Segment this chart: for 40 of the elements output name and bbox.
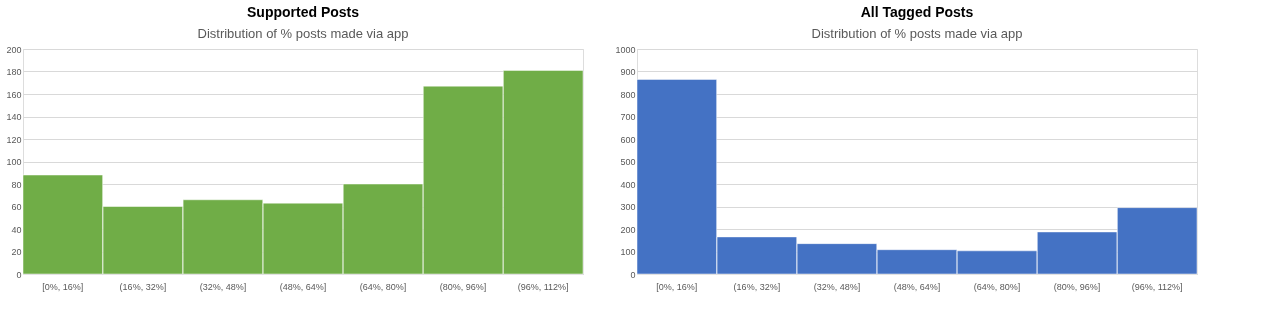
chart-subtitle: Distribution of % posts made via app <box>811 26 1023 41</box>
y-tick-label: 120 <box>6 134 22 145</box>
y-tick-label: 100 <box>620 247 636 257</box>
chart-title: Supported Posts <box>246 4 360 20</box>
x-tick-label: (96%, 112%] <box>517 281 569 292</box>
x-tick-label: (16%, 32%] <box>119 281 167 292</box>
y-tick-label: 700 <box>620 112 636 122</box>
chart-subtitle: Distribution of % posts made via app <box>197 26 409 41</box>
chart-title: All Tagged Posts <box>860 4 974 20</box>
x-tick-label: (64%, 80%] <box>973 281 1021 292</box>
y-tick-label: 20 <box>11 247 22 257</box>
y-tick-label: 500 <box>620 157 636 167</box>
y-tick-label: 800 <box>620 89 636 100</box>
x-tick-label: (80%, 96%] <box>439 281 487 292</box>
y-tick-label: 400 <box>620 179 636 190</box>
y-tick-label: 40 <box>11 224 22 235</box>
x-tick-label: (32%, 48%] <box>199 281 247 292</box>
y-tick-label: 200 <box>620 224 636 235</box>
x-tick-label: (64%, 80%] <box>359 281 407 292</box>
y-tick-label: 600 <box>620 134 636 145</box>
y-tick-label: 160 <box>6 89 22 100</box>
y-tick-label: 900 <box>620 67 636 77</box>
x-tick-label: (96%, 112%] <box>1131 281 1183 292</box>
x-tick-label: (80%, 96%] <box>1053 281 1101 292</box>
x-tick-label: (48%, 64%] <box>279 281 327 292</box>
x-tick-label: [0%, 16%] <box>42 281 84 292</box>
y-tick-label: 180 <box>6 67 22 77</box>
y-tick-label: 0 <box>16 269 22 280</box>
x-tick-label: (48%, 64%] <box>893 281 941 292</box>
y-tick-label: 300 <box>620 202 636 212</box>
y-tick-label: 200 <box>6 44 22 55</box>
x-tick-label: (16%, 32%] <box>733 281 781 292</box>
y-tick-label: 60 <box>11 202 22 212</box>
x-tick-label: [0%, 16%] <box>656 281 698 292</box>
y-tick-label: 1000 <box>615 44 636 55</box>
y-tick-label: 0 <box>630 269 636 280</box>
y-tick-label: 80 <box>11 179 22 190</box>
y-tick-label: 100 <box>6 157 22 167</box>
y-tick-label: 140 <box>6 112 22 122</box>
x-tick-label: (32%, 48%] <box>813 281 861 292</box>
